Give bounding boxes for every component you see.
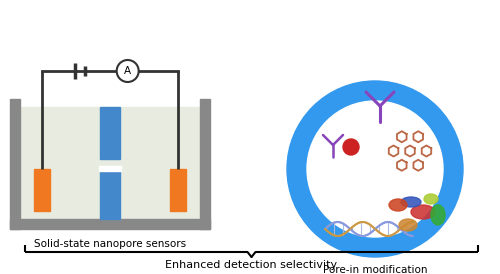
Ellipse shape <box>399 219 417 231</box>
Text: Enhanced detection selectivity: Enhanced detection selectivity <box>166 260 338 270</box>
Text: Solid-state nanopore sensors: Solid-state nanopore sensors <box>34 239 186 249</box>
Bar <box>200 99 210 229</box>
Bar <box>170 169 186 211</box>
Bar <box>100 171 120 219</box>
Bar <box>100 107 120 159</box>
Text: A: A <box>124 66 131 76</box>
Ellipse shape <box>389 199 407 211</box>
Ellipse shape <box>401 197 421 207</box>
Bar <box>34 169 50 211</box>
Ellipse shape <box>411 205 435 219</box>
Ellipse shape <box>431 205 445 225</box>
Ellipse shape <box>424 194 438 204</box>
Bar <box>20 107 200 219</box>
Circle shape <box>307 101 443 237</box>
Bar <box>99 166 121 171</box>
Bar <box>10 219 210 229</box>
Text: Pore-in modification: Pore-in modification <box>323 265 427 274</box>
Bar <box>10 99 20 229</box>
Circle shape <box>116 60 138 82</box>
Circle shape <box>343 139 359 155</box>
Circle shape <box>287 81 463 257</box>
